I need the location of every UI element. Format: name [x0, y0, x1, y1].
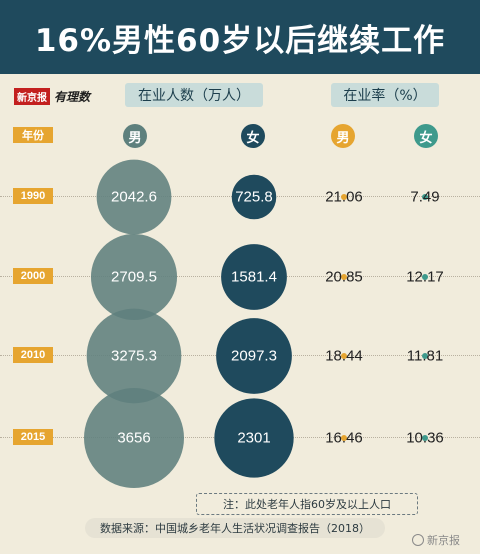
- female-rate-header: 女: [414, 124, 438, 148]
- male-count-bubble: [86, 308, 182, 404]
- female-count-label: 1581.4: [231, 269, 277, 286]
- year-tag: 2000: [13, 268, 53, 284]
- year-column-label: 年份: [13, 127, 53, 143]
- data-source: 数据来源：中国城乡老年人生活状况调查报告（2018）: [85, 518, 385, 538]
- female-rate-dot: [422, 274, 428, 280]
- watermark-text: 新京报: [427, 534, 460, 547]
- male-count-label: 3656: [117, 430, 150, 447]
- count-group-header: 在业人数（万人）: [125, 83, 263, 107]
- female-rate-label: 12.17: [406, 269, 444, 286]
- year-tag: 1990: [13, 188, 53, 204]
- male-rate-header: 男: [331, 124, 355, 148]
- male-count-bubble: [90, 233, 178, 321]
- chart-title: 16%男性60岁以后继续工作: [34, 22, 446, 59]
- year-tag: 2015: [13, 429, 53, 445]
- male-rate-label: 20.85: [325, 269, 363, 286]
- female-count-bubble: [221, 244, 287, 310]
- male-count-bubble: [84, 388, 184, 488]
- female-rate-label: 7.49: [410, 189, 439, 206]
- male-rate-label: 18.44: [325, 348, 363, 365]
- title-banner: 16%男性60岁以后继续工作: [0, 0, 480, 74]
- female-rate-dot: [422, 194, 428, 200]
- year-tag: 2010: [13, 347, 53, 363]
- female-count-label: 2301: [237, 430, 270, 447]
- male-count-bubble: [96, 159, 172, 235]
- female-count-header: 女: [241, 124, 265, 148]
- female-count-label: 2097.3: [231, 348, 277, 365]
- male-count-label: 2709.5: [111, 269, 157, 286]
- brand-paper-name: 新京报: [14, 88, 50, 105]
- female-rate-dot: [422, 435, 428, 441]
- female-count-label: 725.8: [235, 189, 273, 206]
- female-rate-label: 10.36: [406, 430, 444, 447]
- male-rate-dot: [341, 194, 347, 200]
- female-count-bubble: [214, 398, 294, 478]
- watermark: 新京报: [412, 532, 460, 548]
- female-count-bubble: [216, 318, 292, 394]
- weibo-icon: [412, 534, 424, 546]
- male-count-label: 3275.3: [111, 348, 157, 365]
- brand-logo: 新京报 有理数: [14, 88, 90, 105]
- rate-group-header: 在业率（%）: [331, 83, 439, 107]
- footnote: 注：此处老年人指60岁及以上人口: [196, 493, 418, 515]
- female-rate-label: 11.81: [407, 348, 443, 365]
- male-rate-label: 16.46: [325, 430, 363, 447]
- male-rate-dot: [341, 353, 347, 359]
- male-count-label: 2042.6: [111, 189, 157, 206]
- male-count-header: 男: [123, 124, 147, 148]
- female-rate-dot: [422, 353, 428, 359]
- female-count-bubble: [231, 174, 277, 220]
- male-rate-dot: [341, 435, 347, 441]
- male-rate-dot: [341, 274, 347, 280]
- brand-column-name: 有理数: [54, 90, 91, 104]
- male-rate-label: 21.06: [325, 189, 363, 206]
